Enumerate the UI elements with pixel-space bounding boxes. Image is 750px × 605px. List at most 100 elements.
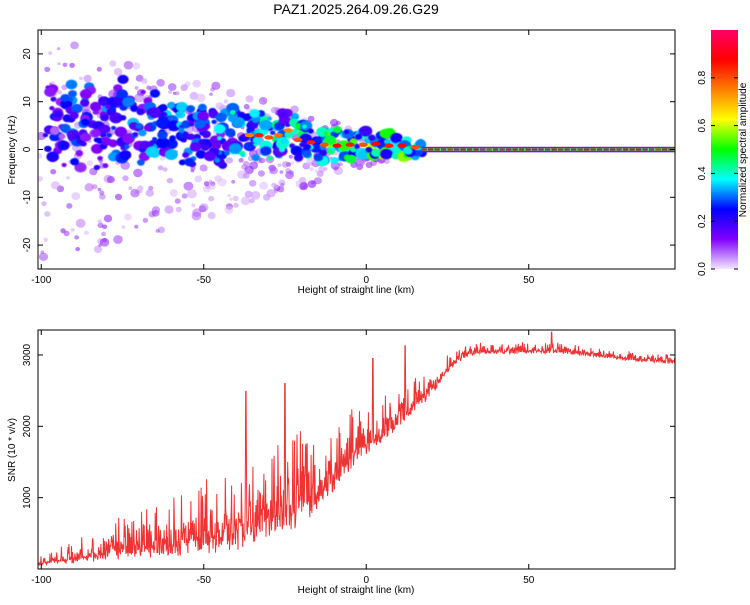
- spectral-noise-blob: [113, 68, 123, 76]
- spectral-noise-blob: [238, 157, 244, 163]
- spectrogram-y-ticks: -20 -10 0 10 20: [22, 48, 675, 252]
- spectral-blob: [333, 126, 342, 134]
- spectral-blob: [280, 137, 288, 144]
- spectral-noise-blob: [93, 245, 103, 253]
- spectral-noise-blob: [229, 197, 233, 201]
- spectral-noise-blob: [136, 95, 144, 103]
- spectral-noise-blob: [269, 166, 278, 175]
- spectral-noise-blob: [261, 158, 267, 163]
- spectral-blob: [61, 162, 67, 168]
- x-tick-label: -50: [197, 275, 212, 286]
- spectral-blob: [289, 143, 295, 149]
- spectral-blob: [289, 118, 298, 127]
- spectral-blob: [359, 125, 373, 137]
- spectral-noise-blob: [41, 201, 47, 207]
- spectral-blob: [109, 112, 123, 124]
- spectral-noise-blob: [181, 193, 188, 199]
- spectral-blob: [203, 151, 216, 162]
- spectral-blob: [290, 112, 300, 121]
- spectral-blob: [229, 110, 236, 115]
- spectral-blob: [114, 126, 128, 138]
- spectral-blob: [148, 107, 162, 119]
- spectral-blob: [195, 149, 207, 159]
- spectrogram-y-label: Frequency (Hz): [7, 116, 18, 185]
- chart-title: PAZ1.2025.264.09.26.G29: [273, 1, 439, 17]
- colorbar: 0.0 0.2 0.4 0.6 0.8 Normalized spectral ampl…: [697, 30, 749, 276]
- spectral-noise-blob: [232, 195, 239, 202]
- narrowband-line-segment: [577, 148, 583, 151]
- spectral-noise-blob: [84, 183, 94, 192]
- spectral-blob: [178, 127, 185, 134]
- spectral-blob: [188, 121, 195, 127]
- spectral-blob: [79, 89, 92, 100]
- spectral-noise-blob: [174, 198, 181, 204]
- narrowband-line-segment: [486, 148, 492, 151]
- spectral-noise-blob: [164, 205, 174, 214]
- spectral-noise-blob: [137, 185, 144, 191]
- spectral-noise-blob: [128, 186, 133, 190]
- spectral-blob: [128, 122, 139, 130]
- spectral-noise-blob: [48, 51, 53, 55]
- spectral-core-blob: [358, 142, 368, 147]
- colorbar-tick-label: 0.0: [697, 262, 708, 276]
- spectrogram-x-ticks: -100 -50 0 50: [31, 30, 535, 286]
- spectral-blob: [280, 112, 288, 119]
- spectrogram-content: [38, 41, 675, 261]
- spectral-noise-blob: [99, 238, 110, 247]
- narrowband-line-segment: [532, 148, 538, 151]
- spectral-blob: [156, 137, 170, 149]
- spectral-noise-blob: [96, 66, 102, 72]
- spectral-noise-blob: [191, 211, 202, 221]
- spectral-noise-blob: [99, 190, 105, 196]
- narrowband-line-segment: [597, 148, 603, 151]
- colorbar-tick-label: 0.8: [697, 70, 708, 84]
- narrowband-line-segment: [545, 148, 551, 151]
- spectral-noise-blob: [156, 79, 165, 87]
- spectral-blob: [109, 106, 117, 112]
- spectral-noise-blob: [194, 175, 203, 183]
- spectral-blob: [53, 110, 62, 118]
- spectral-noise-blob: [242, 172, 250, 179]
- spectral-noise-blob: [192, 79, 201, 88]
- narrowband-line-segment: [434, 148, 440, 151]
- spectral-core-blob: [306, 140, 316, 145]
- x-tick-label: -50: [197, 575, 212, 586]
- narrowband-line-segment: [441, 148, 447, 151]
- spectral-blob: [213, 124, 226, 134]
- spectral-noise-blob: [291, 161, 295, 165]
- spectral-blob: [166, 102, 176, 109]
- spectral-noise-blob: [191, 203, 196, 208]
- spectral-blob: [136, 108, 145, 116]
- spectral-noise-blob: [109, 60, 117, 67]
- colorbar-label: Normalized spectral amplitude: [738, 82, 749, 217]
- spectral-blob: [267, 156, 273, 161]
- spectral-noise-blob: [66, 176, 70, 180]
- narrowband-line-segment: [629, 148, 635, 151]
- y-tick-label: 2000: [22, 415, 33, 438]
- spectral-blob: [49, 133, 59, 142]
- spectral-noise-blob: [243, 103, 250, 110]
- spectral-blob: [65, 79, 78, 90]
- spectral-blob: [404, 147, 413, 155]
- spectral-blob: [225, 128, 236, 137]
- spectral-blob: [152, 137, 158, 142]
- y-tick-label: 1000: [22, 486, 33, 509]
- spectral-noise-blob: [187, 189, 197, 199]
- snr-x-label: Height of straight line (km): [298, 585, 415, 596]
- spectral-noise-blob: [38, 152, 42, 159]
- spectral-blob: [46, 151, 59, 163]
- spectral-blob: [123, 144, 130, 150]
- spectral-noise-blob: [323, 167, 328, 171]
- y-tick-label: 0: [22, 146, 33, 152]
- spectral-noise-blob: [314, 169, 319, 173]
- snr-series-line: [38, 331, 675, 567]
- y-tick-label: -10: [22, 190, 33, 205]
- spectral-blob: [303, 143, 311, 151]
- spectral-blob: [307, 128, 314, 134]
- spectral-blob: [189, 142, 202, 152]
- spectral-noise-blob: [123, 60, 134, 70]
- spectral-noise-blob: [133, 168, 143, 178]
- spectral-blob: [203, 140, 208, 145]
- spectral-core-blob: [410, 144, 420, 150]
